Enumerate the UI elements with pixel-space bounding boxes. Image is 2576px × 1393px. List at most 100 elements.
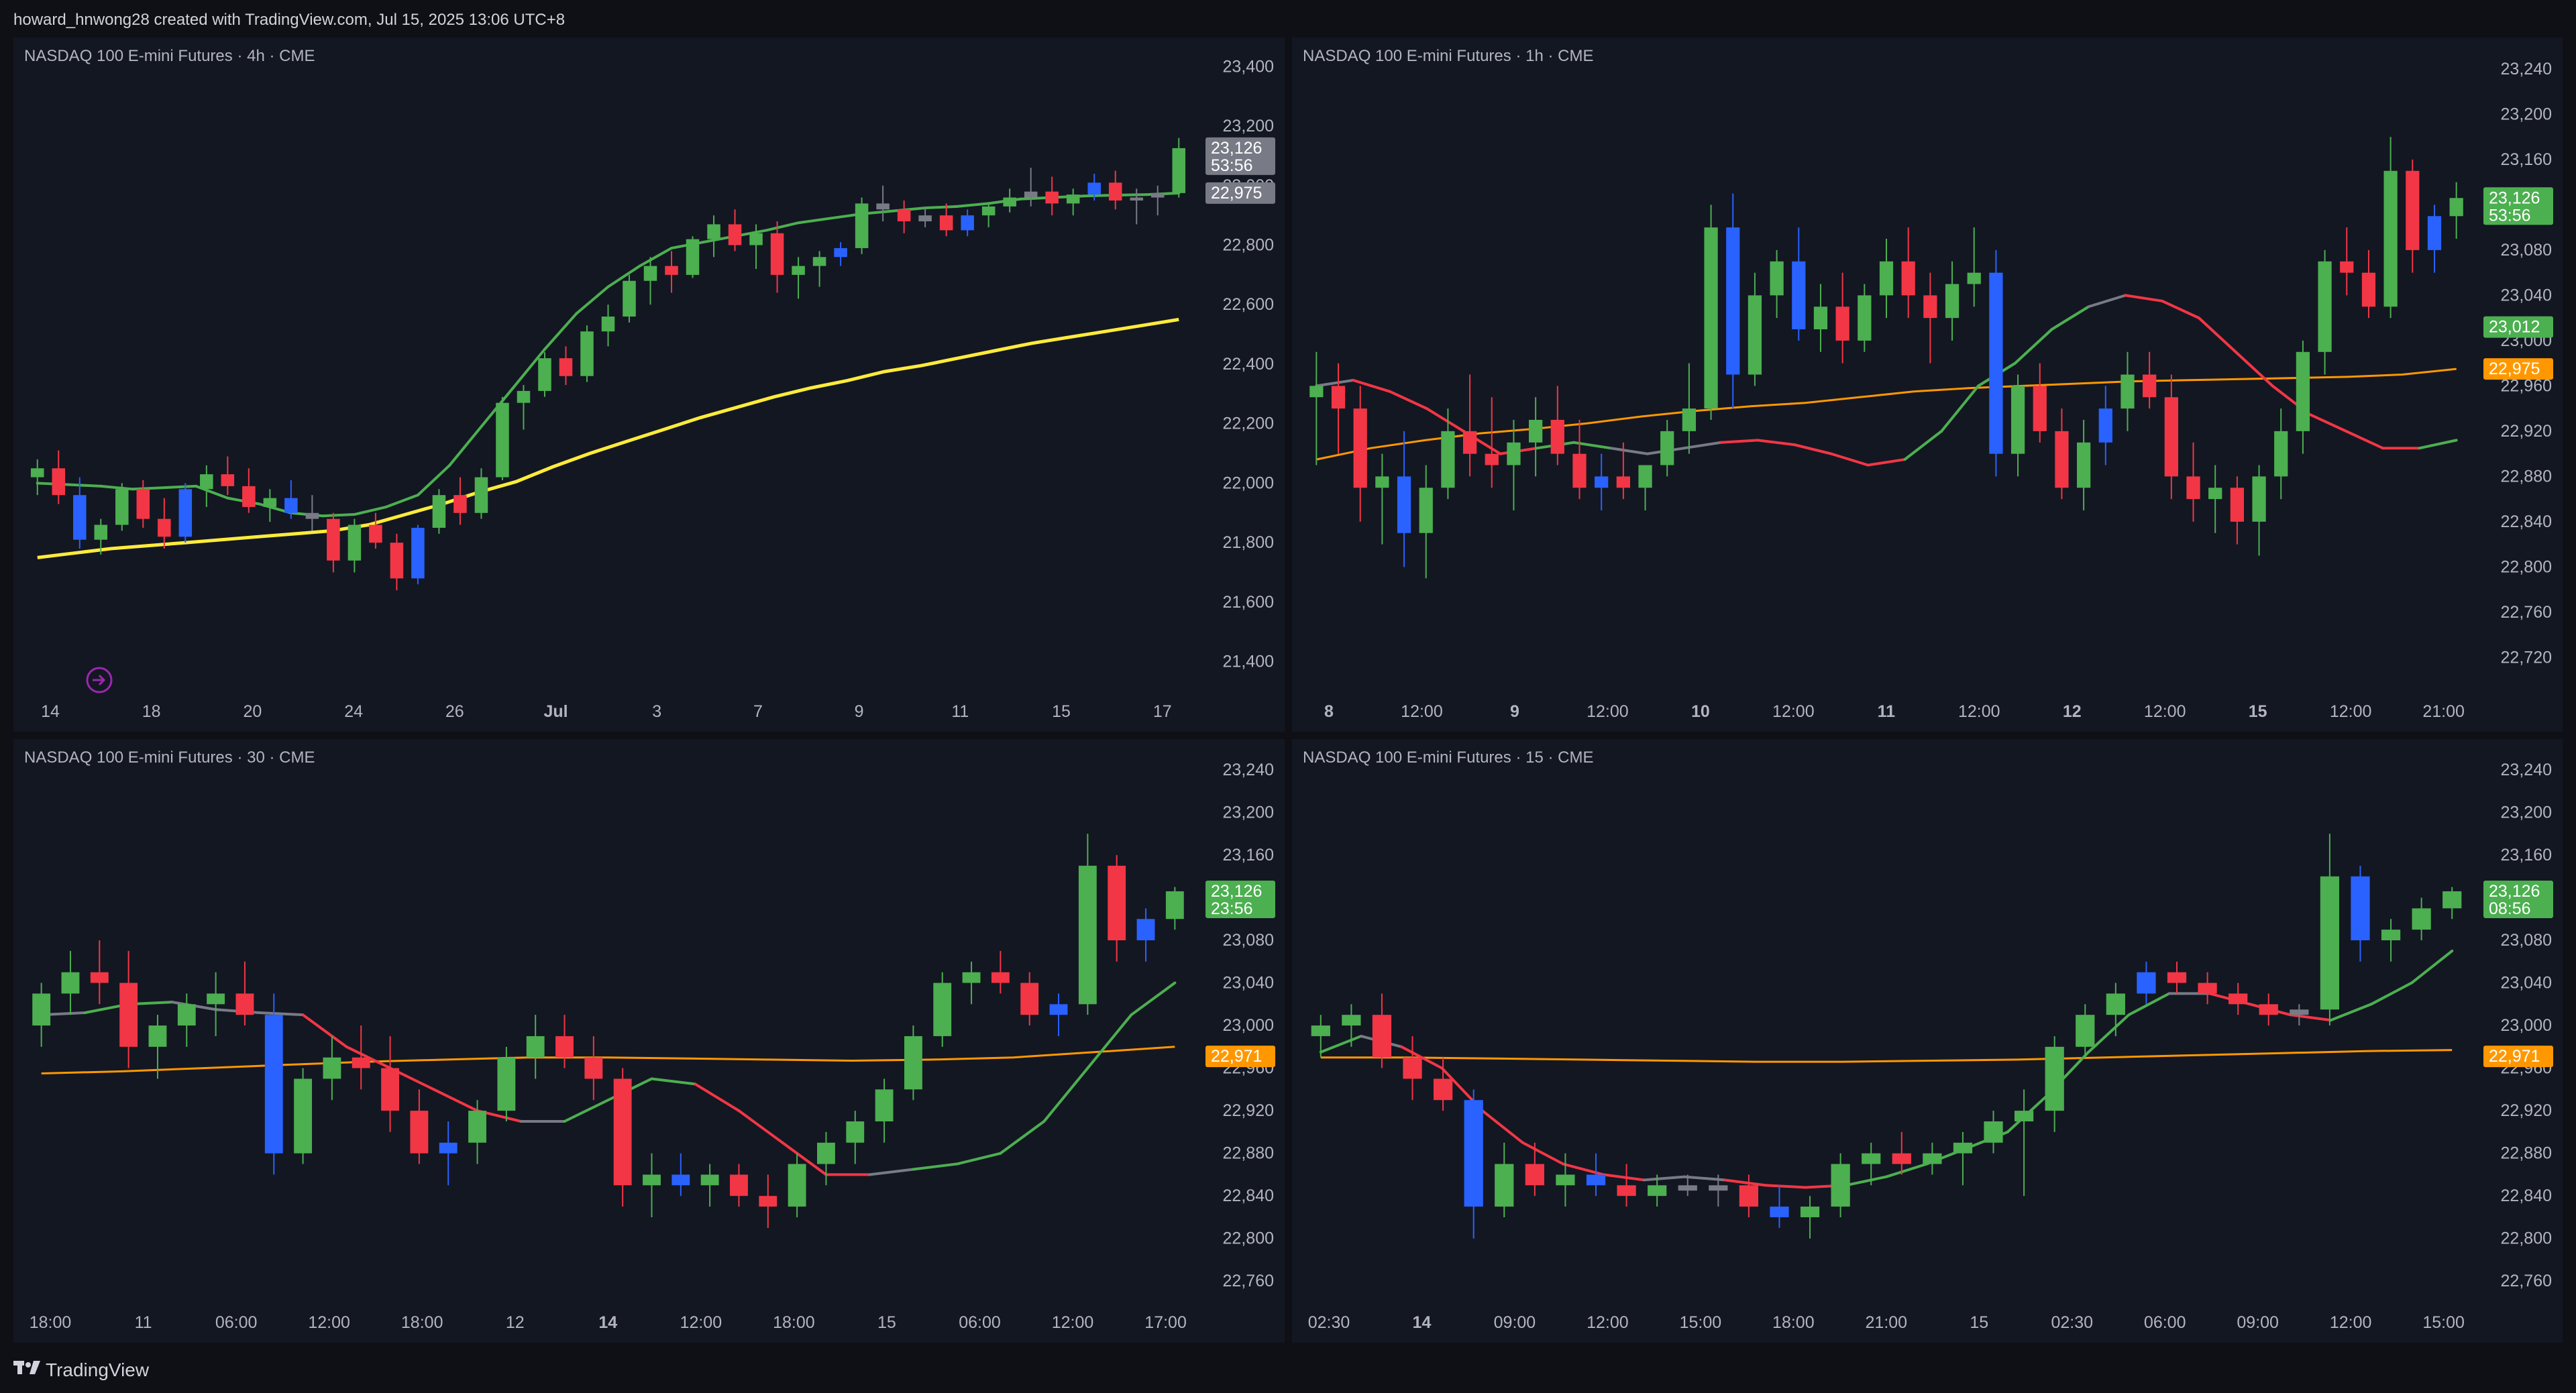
candle-body bbox=[517, 390, 531, 403]
candle-body bbox=[2137, 972, 2156, 994]
y-tick-label: 23,200 bbox=[1223, 803, 1274, 822]
candle bbox=[792, 257, 805, 299]
x-tick-label: 15 bbox=[877, 1313, 896, 1332]
candle bbox=[2055, 408, 2069, 500]
candle bbox=[855, 197, 869, 254]
candle bbox=[1020, 972, 1039, 1026]
candle bbox=[1525, 1142, 1544, 1196]
x-tick-label: 12:00 bbox=[2330, 1313, 2372, 1332]
candle-body bbox=[1682, 408, 1697, 431]
y-tick-label: 23,200 bbox=[2501, 105, 2552, 123]
candle bbox=[1879, 239, 1894, 319]
tradingview-brand[interactable]: TradingView bbox=[46, 1359, 150, 1380]
candle bbox=[1709, 1174, 1728, 1207]
candle bbox=[2427, 205, 2442, 273]
y-tick-label: 22,000 bbox=[1223, 473, 1274, 492]
fast-ma-segment bbox=[1481, 1109, 1524, 1144]
candle bbox=[2098, 386, 2112, 465]
fast-ma-segment bbox=[868, 1168, 915, 1176]
candle-body bbox=[2361, 272, 2376, 307]
fast-ma-segment bbox=[2087, 1013, 2131, 1054]
candle bbox=[1353, 386, 1367, 522]
price-tag-value: 22,971 bbox=[2489, 1047, 2540, 1066]
chart-panel-1h[interactable]: 23,24023,20023,16023,12023,08023,04023,0… bbox=[1292, 38, 2563, 732]
x-tick-label: 06:00 bbox=[215, 1313, 258, 1332]
fast-ma-segment bbox=[2369, 981, 2413, 1006]
slow-ma-line bbox=[41, 1046, 1175, 1074]
candle bbox=[1078, 834, 1097, 1015]
candle bbox=[474, 468, 488, 519]
candle bbox=[643, 257, 657, 305]
candle-body bbox=[1748, 295, 1762, 375]
candle-body bbox=[559, 358, 573, 376]
candle-body bbox=[90, 972, 109, 983]
y-tick-label: 22,920 bbox=[2501, 422, 2552, 441]
candle bbox=[1595, 453, 1609, 510]
y-tick-label: 23,040 bbox=[1223, 974, 1274, 993]
y-tick-label: 21,800 bbox=[1223, 533, 1274, 552]
candle-body bbox=[1087, 182, 1101, 195]
y-tick-label: 23,160 bbox=[2501, 846, 2552, 865]
chart-canvas-15m[interactable]: 23,24023,20023,16023,12023,08023,04023,0… bbox=[1292, 739, 2563, 1343]
candle bbox=[119, 950, 138, 1068]
candle-body bbox=[1923, 1153, 1942, 1164]
candle bbox=[526, 1015, 545, 1079]
candle bbox=[1172, 137, 1186, 198]
price-tag-countdown: 53:56 bbox=[1211, 156, 1253, 175]
candle-body bbox=[2121, 374, 2135, 409]
y-tick-label: 23,200 bbox=[2501, 803, 2552, 822]
candle bbox=[1923, 272, 1937, 364]
y-tick-label: 23,160 bbox=[2501, 150, 2552, 169]
candle bbox=[1311, 1015, 1330, 1058]
candle bbox=[2361, 249, 2376, 319]
candle-body bbox=[2449, 198, 2463, 217]
candle bbox=[1770, 1185, 1789, 1228]
y-tick-label: 23,000 bbox=[2501, 1016, 2552, 1035]
candle-body bbox=[2427, 216, 2442, 250]
candle-body bbox=[1858, 295, 1872, 341]
chart-background bbox=[13, 739, 1285, 1343]
candle-body bbox=[2076, 1015, 2095, 1047]
x-tick-label: 18:00 bbox=[30, 1313, 72, 1332]
price-tag-countdown: 53:56 bbox=[2489, 206, 2531, 225]
price-tag-value: 23,126 bbox=[1211, 882, 1262, 901]
chart-canvas-1h[interactable]: 23,24023,20023,16023,12023,08023,04023,0… bbox=[1292, 38, 2563, 732]
candle bbox=[1678, 1174, 1697, 1196]
candle bbox=[2076, 1004, 2095, 1058]
y-tick-label: 23,240 bbox=[2501, 761, 2552, 779]
x-tick-label: 12 bbox=[506, 1313, 525, 1332]
x-tick-label: 12:00 bbox=[2330, 702, 2372, 721]
price-tag: 22,975 bbox=[2483, 358, 2553, 380]
price-tag-bg bbox=[2483, 880, 2553, 918]
candle bbox=[1967, 227, 1981, 307]
chart-canvas-30m[interactable]: 23,24023,20023,16023,12023,08023,04023,0… bbox=[13, 739, 1285, 1343]
chart-panel-15m[interactable]: 23,24023,20023,16023,12023,08023,04023,0… bbox=[1292, 739, 2563, 1343]
fast-ma-segment bbox=[1719, 439, 1760, 444]
candle bbox=[538, 352, 551, 397]
fast-ma-segment bbox=[694, 1082, 741, 1113]
x-tick-label: 18 bbox=[142, 702, 161, 721]
candle bbox=[559, 346, 573, 386]
candle bbox=[1556, 1153, 1575, 1207]
candle bbox=[2252, 465, 2266, 556]
candle bbox=[1403, 1036, 1422, 1101]
candle-body bbox=[2229, 993, 2248, 1005]
chart-panel-30m[interactable]: 23,24023,20023,16023,12023,08023,04023,0… bbox=[13, 739, 1285, 1343]
fast-ma-segment bbox=[1642, 1175, 1686, 1182]
candle-body bbox=[1403, 1057, 1422, 1079]
candle bbox=[90, 940, 109, 1005]
fast-ma-segment bbox=[2329, 1003, 2373, 1022]
candle bbox=[1638, 465, 1652, 510]
chart-panel-4h[interactable]: 23,40023,20023,00022,80022,60022,40022,2… bbox=[13, 38, 1285, 732]
tradingview-logo-icon[interactable] bbox=[13, 1359, 43, 1377]
candle-body bbox=[1372, 1015, 1392, 1058]
candle-body bbox=[158, 518, 171, 537]
fast-ma-segment bbox=[301, 1013, 348, 1048]
candle-body bbox=[323, 1057, 341, 1079]
candle-body bbox=[496, 402, 509, 478]
chart-canvas-4h[interactable]: 23,40023,20023,00022,80022,60022,40022,2… bbox=[13, 38, 1285, 732]
fast-ma-segment bbox=[1764, 1184, 1807, 1189]
candle-body bbox=[770, 233, 784, 275]
candle-body bbox=[242, 486, 256, 507]
